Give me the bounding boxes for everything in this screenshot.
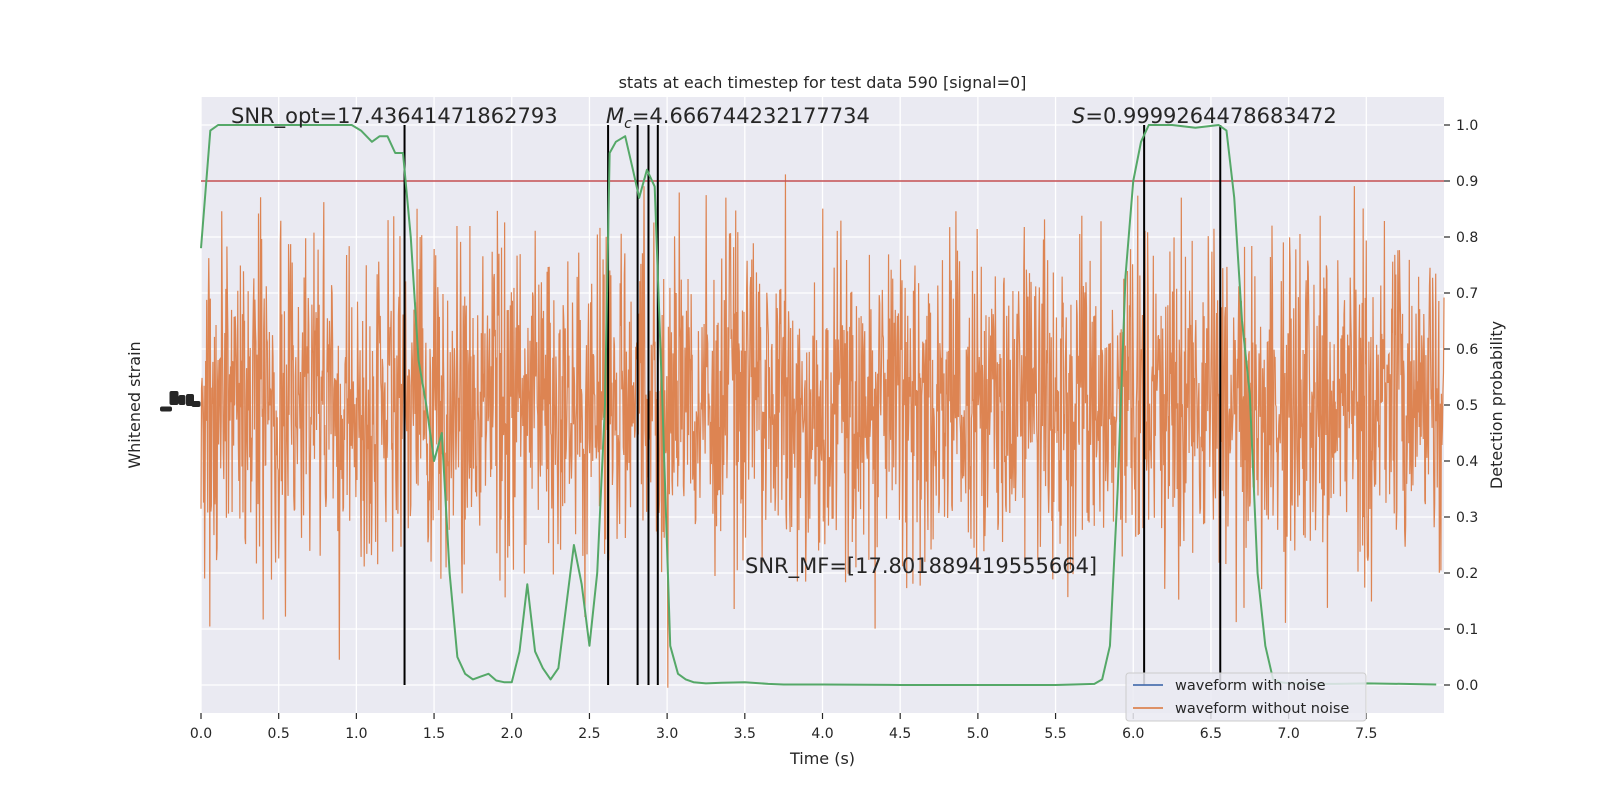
s-symbol: S [1072,104,1085,128]
legend-label-with-noise: waveform with noise [1175,678,1326,694]
right-tick-label: 0.7 [1456,286,1478,302]
x-tick-label: 0.0 [190,726,212,742]
right-tick-label: 0.4 [1456,454,1478,470]
x-tick-label: 1.5 [423,726,445,742]
chirp-mass-annotation: Mc=4.666744232177734 [606,104,870,132]
chart-title: stats at each timestep for test data 590… [619,73,1027,92]
left-y-axis [160,391,201,412]
left-tick-cluster [178,395,186,405]
legend-label-without-noise: waveform without noise [1175,701,1349,717]
mc-value: =4.666744232177734 [632,104,870,128]
detection-probability-series [200,124,1437,686]
x-tick-label: 1.0 [345,726,367,742]
left-tick-cluster [160,406,172,412]
right-tick-label: 0.1 [1456,622,1478,638]
right-tick-label: 0.9 [1456,174,1478,190]
x-tick-label: 5.5 [1044,726,1066,742]
right-tick-label: 1.0 [1456,118,1478,134]
x-axis-label: Time (s) [789,749,855,768]
mc-symbol: M [606,104,624,128]
x-axis: 0.0 0.5 1.0 1.5 2.0 2.5 3.0 3.5 4.0 4.5 5.0 5.5 6.0 6… [190,713,1377,742]
x-tick-label: 6.5 [1200,726,1222,742]
x-tick-label: 2.0 [501,726,523,742]
right-y-axis-label: Detection probability [1487,321,1506,489]
left-y-axis-label: Whitened strain [125,341,144,468]
vertical-markers [403,125,1222,685]
left-tick-cluster [169,391,179,405]
right-tick-label: 0.6 [1456,342,1478,358]
x-tick-label: 3.5 [734,726,756,742]
x-tick-label: 7.0 [1277,726,1299,742]
x-tick-label: 3.0 [656,726,678,742]
right-tick-label: 0.2 [1456,566,1478,582]
right-tick-label: 0.3 [1456,510,1478,526]
snr-opt-annotation: SNR_opt=17.43641471862793 [231,104,558,129]
s-value: =0.9999264478683472 [1085,104,1336,128]
x-tick-label: 0.5 [268,726,290,742]
s-annotation: S=0.9999264478683472 [1072,104,1337,128]
right-tick-label: 0.5 [1456,398,1478,414]
mc-subscript: c [624,116,632,132]
strain-trace [200,174,1445,688]
x-tick-label: 5.0 [967,726,989,742]
x-tick-label: 2.5 [578,726,600,742]
x-tick-label: 7.5 [1355,726,1377,742]
x-tick-label: 4.5 [889,726,911,742]
right-y-axis: 0.0 0.1 0.2 0.3 0.4 0.5 0.6 0.7 0.8 0.9 1.0 [1444,118,1478,694]
snr-mf-annotation: SNR_MF=[17.801889419555664] [745,554,1097,579]
whitened-strain-series [200,174,1445,688]
right-tick-label: 0.0 [1456,678,1478,694]
detection-probability-line [200,124,1437,686]
legend: waveform with noise waveform without noi… [1125,672,1367,722]
left-tick-cluster [191,401,201,407]
right-tick-label: 0.8 [1456,230,1478,246]
x-tick-label: 4.0 [811,726,833,742]
x-tick-label: 6.0 [1122,726,1144,742]
legend-box [1125,672,1367,722]
